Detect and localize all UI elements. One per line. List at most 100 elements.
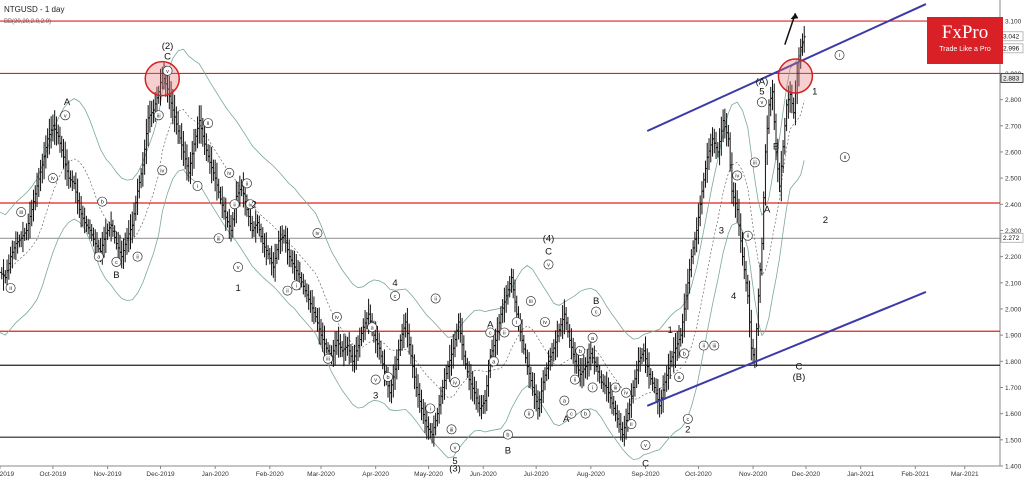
x-tick-label: Feb-2021 xyxy=(901,471,929,478)
trend-line xyxy=(646,291,927,407)
wave-label-circle xyxy=(233,262,244,273)
y-tick-label: 1.700 xyxy=(1005,385,1022,392)
wave-label: A xyxy=(563,414,570,425)
wave-label: c xyxy=(686,417,689,423)
wave-label: i xyxy=(839,53,840,59)
wave-label: iv xyxy=(248,202,252,208)
wave-label-circle xyxy=(499,327,510,338)
wave-label-circle xyxy=(587,382,598,393)
wave-label: b xyxy=(506,433,509,439)
wave-label-circle xyxy=(367,322,378,333)
wave-label: c xyxy=(489,331,492,337)
wave-label-circle xyxy=(834,50,845,61)
wave-label-circle xyxy=(587,332,598,343)
wave-label-circle xyxy=(709,340,720,351)
x-tick-label: Oct-2020 xyxy=(685,471,712,478)
x-tick-label: Jan-2020 xyxy=(202,471,229,478)
wave-label: ii xyxy=(747,234,749,240)
trend-line xyxy=(646,3,927,132)
wave-label-circle xyxy=(621,387,632,398)
wave-label-circle xyxy=(245,199,256,210)
wave-label: iii xyxy=(529,299,533,305)
wave-label-circle xyxy=(570,374,580,385)
y-tick-label: 2.000 xyxy=(1005,306,1022,313)
x-tick-label: Feb-2020 xyxy=(256,471,284,478)
wave-label-circle xyxy=(157,165,168,176)
x-tick-label: Jul-2020 xyxy=(524,471,549,478)
wave-label: iii xyxy=(712,344,716,350)
wave-label-circle xyxy=(559,395,570,406)
x-tick-label: Mar-2021 xyxy=(951,471,979,478)
wave-label: ii xyxy=(136,255,138,261)
wave-label-circle xyxy=(312,228,323,239)
price-tag-label: 2.996 xyxy=(1003,46,1020,53)
wave-label: A xyxy=(487,320,494,331)
y-tick-label: 1.600 xyxy=(1005,411,1022,418)
wave-label: iii xyxy=(326,357,330,363)
logo-tagline: Trade Like a Pro xyxy=(939,46,991,53)
wave-label: 3 xyxy=(373,390,378,401)
wave-label-circle xyxy=(229,199,240,210)
wave-label: ii xyxy=(702,344,704,350)
wave-label: (4) xyxy=(543,233,555,244)
highlight-circle xyxy=(777,58,814,94)
wave-label-circle xyxy=(331,311,342,322)
wave-label-circle xyxy=(425,403,436,414)
price-tag-box xyxy=(1000,232,1024,243)
wave-label: 2 xyxy=(251,199,256,210)
wave-label-circle xyxy=(756,97,767,108)
wave-label: iv xyxy=(453,380,457,386)
y-tick-label: 2.600 xyxy=(1005,149,1022,156)
y-tick-label: 1.800 xyxy=(1005,359,1022,366)
chart-title: NTGUSD - 1 day xyxy=(4,5,64,14)
x-tick-label: Dec-2020 xyxy=(792,471,821,478)
bollinger-middle-band xyxy=(0,100,805,400)
wave-label-circle xyxy=(674,372,684,382)
wave-label: i xyxy=(592,385,593,391)
wave-label: b xyxy=(579,349,582,355)
wave-label: iv xyxy=(335,315,339,321)
wave-label-circle xyxy=(450,377,460,388)
wave-label-circle xyxy=(282,285,293,296)
wave-label-circle xyxy=(16,207,27,218)
wave-label: C xyxy=(164,51,171,62)
wave-label-circle xyxy=(575,345,586,356)
x-tick-label: May-2020 xyxy=(414,471,443,478)
wave-label-circle xyxy=(640,440,651,451)
wave-label: c xyxy=(394,294,397,300)
price-tag-label: 2.272 xyxy=(1003,235,1020,242)
wave-label-circle xyxy=(488,356,499,367)
x-tick-label: Dec-2019 xyxy=(146,471,175,478)
wave-label: 3 xyxy=(719,225,724,236)
wave-label: v xyxy=(374,378,377,384)
wave-label-circle xyxy=(698,340,709,351)
wave-label: c xyxy=(570,412,573,418)
x-tick-label: Oct-2019 xyxy=(40,471,67,478)
y-tick-label: 1.500 xyxy=(1005,437,1022,444)
wave-label: v xyxy=(547,262,550,268)
wave-label: C xyxy=(545,246,552,257)
wave-label: iv xyxy=(624,391,628,397)
wave-label: 1 xyxy=(668,325,673,336)
x-tick-label: Apr-2020 xyxy=(362,471,389,478)
wave-label-circle xyxy=(525,296,536,307)
wave-label: B xyxy=(113,270,119,281)
wave-label: iv xyxy=(315,231,319,237)
wave-label: v xyxy=(761,100,764,106)
x-tick-label: Aug-2020 xyxy=(577,471,606,478)
x-tick-label: Sep-2020 xyxy=(631,471,660,478)
wave-label: ii xyxy=(233,202,235,208)
wave-label: c xyxy=(595,310,598,316)
wave-label: a xyxy=(591,336,595,342)
wave-label-circle xyxy=(566,408,577,419)
x-tick-label: Nov-2019 xyxy=(93,471,122,478)
wave-label-circle xyxy=(370,374,381,385)
wave-label: ii xyxy=(246,181,248,187)
x-tick-label: Jan-2021 xyxy=(847,471,874,478)
price-tag-label: 3.042 xyxy=(1003,34,1020,41)
wave-label-circle xyxy=(213,233,224,244)
wave-label-circle xyxy=(430,293,441,304)
wave-label: b xyxy=(584,412,587,418)
wave-label: iv xyxy=(227,171,231,177)
wave-label-circle xyxy=(111,256,122,267)
